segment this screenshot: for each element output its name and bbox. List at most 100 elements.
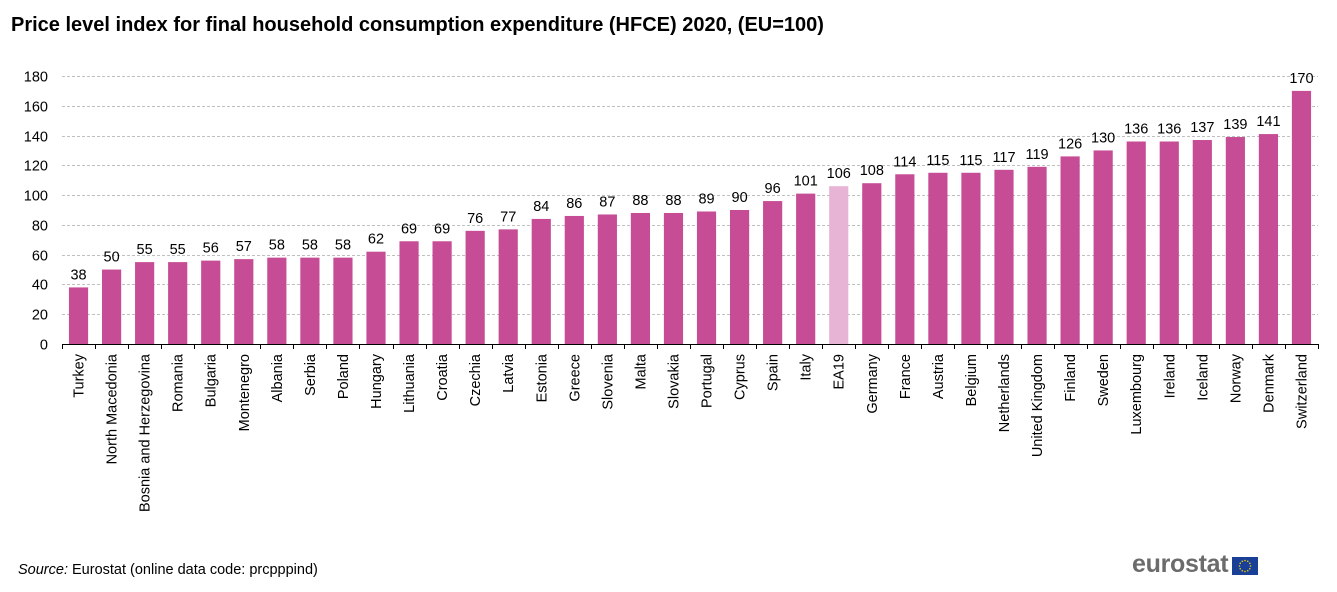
data-label: 119 <box>1025 147 1048 163</box>
x-tick-label: Montenegro <box>237 354 253 431</box>
data-label: 117 <box>992 150 1015 166</box>
data-label: 62 <box>368 232 384 248</box>
logo-text: eurostat <box>1132 550 1229 578</box>
flag-star <box>1247 569 1249 572</box>
y-tick-label: 140 <box>24 130 48 146</box>
bar-portugal <box>696 211 717 344</box>
data-label: 89 <box>698 191 714 207</box>
data-label: 76 <box>467 211 483 227</box>
flag-star <box>1239 567 1242 570</box>
x-axis-tick-labels: Turkey North Macedonia Bosnia and Herzegov… <box>72 353 1311 512</box>
flag-star <box>1238 565 1241 567</box>
data-label: 57 <box>236 239 252 255</box>
x-tick-label: Czechia <box>468 353 484 406</box>
bar-montenegro <box>234 259 254 344</box>
data-label: 141 <box>1256 114 1280 130</box>
x-tick-label: EA19 <box>832 354 848 389</box>
x-tick-label: Turkey <box>72 353 88 398</box>
chart-title: Price level index for final household co… <box>11 14 824 36</box>
data-label: 50 <box>104 250 120 266</box>
x-tick-label: Iceland <box>1195 354 1211 401</box>
data-label: 55 <box>137 242 153 258</box>
x-tick-label: Austria <box>931 353 947 399</box>
bar-estonia <box>531 218 551 344</box>
flag-star <box>1241 569 1244 572</box>
x-tick-label: Belgium <box>964 354 980 406</box>
y-axis-ticks: 0 20 40 60 80 100 120 140 160 180 <box>24 70 48 354</box>
bar-czechia <box>465 230 485 344</box>
x-tick-label: France <box>898 354 914 399</box>
data-label: 114 <box>893 154 916 170</box>
data-label: 86 <box>566 196 582 212</box>
bar-lithuania <box>399 241 419 344</box>
bar-ireland <box>1159 141 1179 344</box>
x-tick-label: Malta <box>633 353 649 389</box>
source-text: Eurostat (online data code: prcpppind) <box>67 562 318 578</box>
data-label: 130 <box>1091 130 1115 146</box>
data-label: 69 <box>434 221 450 237</box>
bar-turkey <box>68 287 89 344</box>
x-tick-label: Netherlands <box>997 354 1013 432</box>
x-tick-label: Bulgaria <box>204 353 220 407</box>
y-tick-label: 100 <box>24 189 48 205</box>
y-tick-label: 180 <box>24 70 48 86</box>
bars <box>68 90 1312 344</box>
data-label: 136 <box>1157 122 1181 138</box>
data-label: 106 <box>827 166 851 182</box>
data-label: 77 <box>500 209 516 225</box>
bar-latvia <box>498 229 518 344</box>
data-label: 58 <box>302 238 318 254</box>
bar-slovenia <box>597 214 617 344</box>
bar-denmark <box>1258 134 1279 344</box>
bar-iceland <box>1192 140 1212 344</box>
bar-france <box>895 174 915 344</box>
data-label: 96 <box>765 181 781 197</box>
data-label: 126 <box>1058 136 1082 152</box>
y-tick-label: 0 <box>40 338 48 354</box>
data-label: 170 <box>1289 71 1313 87</box>
bar-romania <box>168 262 188 344</box>
x-tick-label: United Kingdom <box>1030 354 1046 457</box>
bar-austria <box>928 172 948 344</box>
data-label: 101 <box>794 174 818 190</box>
data-label: 58 <box>335 238 351 254</box>
x-tick-label: Bosnia and Herzegovina <box>138 353 154 512</box>
x-tick-label: Italy <box>799 353 815 380</box>
x-tick-label: Norway <box>1228 353 1244 403</box>
x-tick-label: North Macedonia <box>105 353 121 464</box>
x-tick-label: Ireland <box>1162 354 1178 398</box>
y-tick-label: 160 <box>24 100 48 116</box>
flag-star <box>1239 562 1242 565</box>
x-tick-label: Poland <box>336 354 352 399</box>
bar-germany <box>862 183 882 344</box>
data-label: 139 <box>1223 117 1247 133</box>
data-label: 38 <box>70 267 86 283</box>
x-tick-label: Serbia <box>303 353 319 396</box>
data-label: 88 <box>665 193 681 209</box>
x-tick-label: Spain <box>766 354 782 391</box>
bar-spain <box>763 201 783 344</box>
bar-netherlands <box>994 169 1014 344</box>
y-tick-label: 120 <box>24 159 48 175</box>
bar-finland <box>1060 156 1080 344</box>
x-tick-label: Switzerland <box>1294 354 1310 429</box>
data-label: 137 <box>1190 120 1214 136</box>
x-axis <box>62 344 1319 349</box>
data-label: 69 <box>401 221 417 237</box>
data-label: 56 <box>203 241 219 257</box>
x-tick-label: Slovenia <box>600 353 616 410</box>
flag-star <box>1241 560 1244 563</box>
bar-norway <box>1225 137 1245 344</box>
bar-croatia <box>432 241 452 344</box>
bar-albania <box>267 257 287 344</box>
bar-malta <box>630 212 651 344</box>
bar-bulgaria <box>201 260 221 344</box>
x-tick-label: Slovakia <box>666 353 682 409</box>
x-tick-label: Cyprus <box>733 354 749 400</box>
data-label: 58 <box>269 238 285 254</box>
flag-star <box>1249 565 1252 567</box>
data-label: 88 <box>632 193 648 209</box>
data-labels: 38 50 55 55 56 57 58 58 58 62 69 69 76 77 84 86 87 88 88 89… <box>70 71 1313 284</box>
bar-serbia <box>300 257 320 344</box>
